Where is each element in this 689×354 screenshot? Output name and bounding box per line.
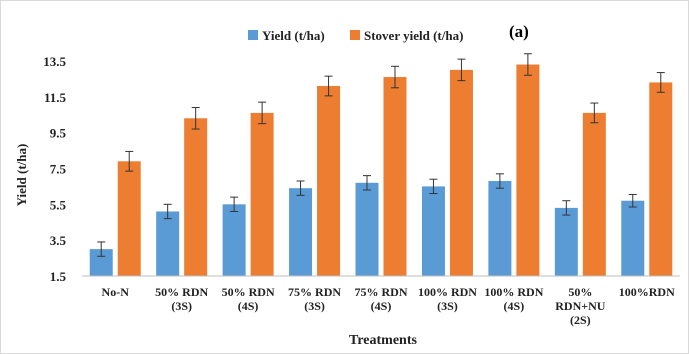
x-tick-label: 50% RDN+NU (2S) [555,285,606,327]
y-axis-ticks: 1.5 3.5 5.5 7.5 9.5 11.5 13.5 [43,54,66,284]
bar-stover [250,112,274,277]
bar-yield [89,249,113,276]
bar-stover [516,64,540,276]
bar-yield [554,207,578,276]
legend-label-yield: Yield (t/ha) [262,28,325,43]
bar-series [89,53,673,277]
bar-yield [488,181,512,276]
bar-stover [649,82,673,276]
bar-yield [289,188,313,276]
legend-label-stover: Stover yield (t/ha) [364,28,463,43]
legend: Yield (t/ha) Stover yield (t/ha) [248,28,463,43]
x-tick-label: 100% RDN (4S) [484,285,543,313]
y-tick-label: 7.5 [50,161,67,176]
x-tick-label: 75% RDN (3S) [288,285,341,313]
y-tick-label: 5.5 [50,197,67,212]
bar-stover [449,69,473,276]
bar-yield [355,182,379,276]
x-tick-label: 100%RDN [619,285,675,299]
y-axis-title: Yield (t/ha) [14,144,29,207]
y-tick-label: 11.5 [44,90,67,105]
panel-label: (a) [509,22,529,41]
x-tick-label: 100% RDN (3S) [418,285,477,313]
bar-yield [156,211,180,276]
x-tick-label: 75% RDN (4S) [355,285,408,313]
x-axis-title: Treatments [349,333,417,348]
bar-stover [317,86,341,276]
bar-yield [222,204,246,276]
legend-swatch-stover [350,30,360,40]
bar-yield [621,200,645,276]
bar-stover [383,77,407,276]
y-tick-label: 9.5 [50,126,67,141]
bar-yield [421,186,445,276]
x-axis-ticks: No-N 50% RDN (3S) 50% RDN (4S) 75% RDN (3S) 75%… [102,285,676,327]
x-tick-label: No-N [102,285,130,299]
bar-stover [117,161,141,276]
y-tick-label: 13.5 [43,54,66,69]
legend-swatch-yield [248,30,258,40]
bar-stover [582,112,606,277]
x-tick-label: 50% RDN (4S) [222,285,275,313]
y-tick-label: 3.5 [50,233,67,248]
x-tick-label: 50% RDN (3S) [155,285,208,313]
bar-stover [184,118,208,277]
y-tick-label: 1.5 [50,269,67,284]
